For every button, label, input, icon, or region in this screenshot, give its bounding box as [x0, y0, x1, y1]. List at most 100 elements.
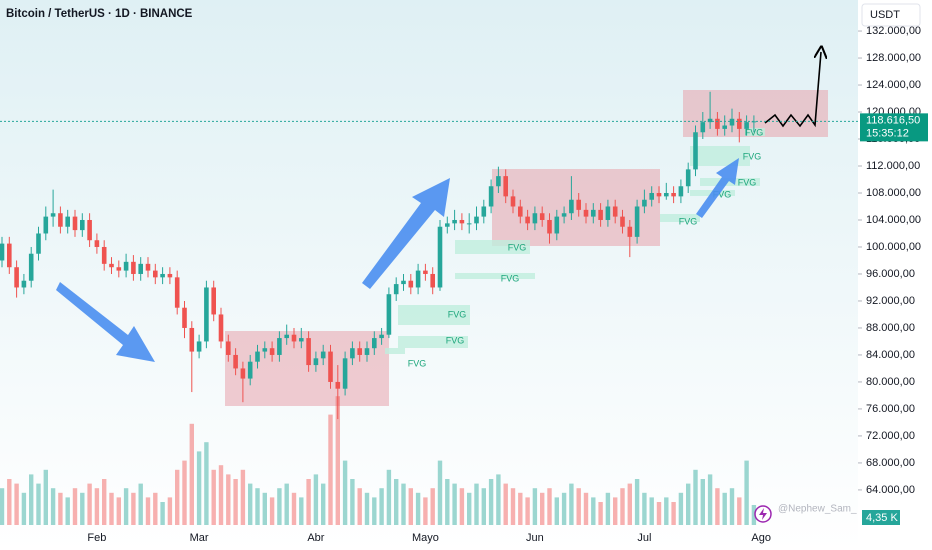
volume-bar	[50, 488, 56, 525]
candle-body	[612, 206, 618, 217]
volume-bar	[335, 396, 340, 525]
currency-button[interactable]	[861, 3, 921, 27]
y-tick-label: 108.000,00	[866, 187, 921, 199]
candle-body	[65, 216, 70, 227]
last-price-tag: 118.616,50 15:35:12	[860, 113, 928, 142]
candle-body	[204, 287, 209, 342]
volume-bar	[109, 492, 114, 525]
candle-body	[598, 209, 603, 220]
candle-body	[28, 253, 34, 281]
volume-bar	[233, 479, 238, 525]
candle-body	[138, 263, 143, 274]
x-axis: Feb Mar Abr Mayo Jun Jul Ago	[87, 532, 771, 544]
volume-bar	[576, 488, 581, 525]
volume-bar	[671, 502, 676, 525]
candle-body	[401, 280, 406, 285]
volume-tag-label: 4,35 K	[866, 512, 898, 524]
candle-body	[145, 263, 151, 271]
volume-bar	[415, 492, 421, 525]
candle-body	[123, 261, 129, 271]
volume-bar	[262, 492, 267, 525]
volume-bar	[649, 497, 654, 525]
candle-body	[153, 270, 158, 278]
candle-body	[503, 176, 508, 197]
volume-bar	[583, 492, 589, 525]
candle-body	[466, 223, 472, 225]
fvg-label: FVG	[508, 242, 527, 252]
volume-bar	[357, 488, 362, 525]
volume-bar	[591, 497, 596, 525]
candle-body	[342, 358, 348, 389]
volume-bar	[306, 479, 311, 525]
fvg-label: FVG	[448, 309, 467, 319]
candle-body	[226, 341, 231, 355]
last-price-box	[860, 113, 928, 142]
candle-body	[364, 348, 370, 355]
candle-body	[452, 219, 457, 224]
volume-bar	[248, 483, 253, 525]
x-tick-label: Mayo	[412, 532, 439, 544]
candle-body	[481, 206, 487, 217]
volume-bar	[255, 488, 260, 525]
candle-body	[72, 216, 78, 231]
candle-body	[744, 122, 749, 129]
price-axis: 132.000,00128.000,00124.000,00120.000,00…	[858, 25, 921, 496]
volume-bar	[408, 488, 413, 525]
volume-bar	[167, 497, 173, 525]
candle-body	[554, 216, 560, 234]
chart-title: Bitcoin / TetherUS · 1D · BINANCE	[6, 8, 193, 20]
candle-body	[313, 358, 319, 366]
volume-bar	[532, 488, 538, 525]
volume-bar	[321, 483, 326, 525]
fvg-label: FVG	[713, 189, 732, 199]
candle-body	[569, 199, 574, 214]
candle-body	[620, 216, 625, 227]
fvg-label: FVG	[446, 335, 465, 345]
candle-body	[715, 118, 720, 129]
candle-body	[561, 213, 567, 217]
candle-body	[94, 240, 100, 247]
volume-bar	[153, 492, 158, 525]
volume-bar	[445, 479, 450, 525]
volume-bar	[196, 451, 202, 525]
candle-body	[393, 284, 399, 295]
volume-bar	[693, 469, 698, 525]
candle-body	[262, 348, 268, 352]
candle-body	[737, 118, 742, 129]
volume-bar	[65, 497, 70, 525]
y-tick-label: 96.000,00	[866, 268, 915, 280]
candle-body	[350, 348, 355, 359]
volume-bar	[423, 497, 428, 525]
candle-body	[277, 338, 282, 355]
candle-body	[547, 219, 552, 234]
candle-body	[87, 219, 92, 241]
volume-bar	[394, 479, 399, 525]
x-tick-label: Abr	[307, 532, 324, 544]
volume-bar	[525, 497, 530, 525]
volume-bar	[123, 488, 129, 525]
volume-bar	[240, 469, 246, 525]
candle-body	[174, 277, 180, 308]
x-tick-label: Mar	[190, 532, 209, 544]
candle-body	[722, 125, 727, 129]
candle-body	[211, 287, 216, 315]
currency-label[interactable]: USDT	[870, 9, 900, 21]
fvg-label: FVG	[408, 358, 427, 368]
candle-body	[459, 219, 465, 224]
candle-body	[678, 186, 684, 197]
candle-body	[255, 351, 260, 362]
candle-body	[583, 209, 589, 217]
volume-bar	[700, 479, 705, 525]
volume-bar	[182, 460, 187, 525]
volume-bar	[437, 460, 443, 525]
axis-background	[858, 0, 932, 550]
volume-bar	[503, 483, 508, 525]
volume-bar	[715, 488, 720, 525]
candle-body	[627, 226, 633, 237]
candle-body	[80, 219, 85, 231]
volume-bar	[36, 483, 41, 525]
volume-bar	[430, 488, 435, 525]
candle-body	[430, 273, 435, 288]
fvg-labels: FVG FVG FVG FVG FVG FVG FVG FVG FVG FVG	[408, 127, 764, 368]
countdown: 15:35:12	[866, 127, 909, 139]
